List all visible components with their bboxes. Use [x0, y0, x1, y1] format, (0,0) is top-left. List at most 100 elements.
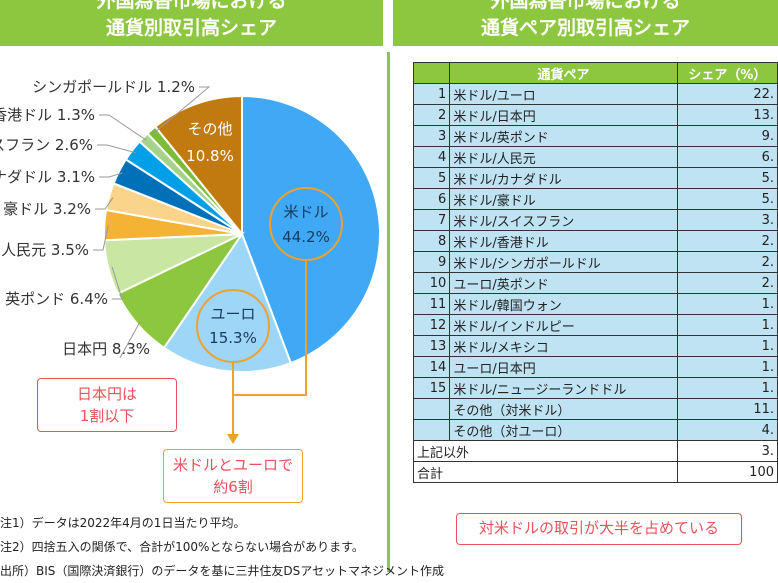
left-title-line1: 外国為替市場における [96, 0, 287, 12]
table-row: 7 米ドル/スイスフラン 3. [412, 209, 778, 231]
table-row: 1 米ドル/ユーロ 22. [412, 83, 778, 105]
row-share: 13. [676, 104, 778, 126]
pie-slice [162, 231, 293, 373]
notes-section: 注1）データは2022年4月の1日当たり平均。 注2）四捨五入の関係で、合計が1… [0, 511, 444, 583]
table-row-total: 合計 100 [413, 461, 778, 483]
row-pair: 米ドル/シンガポールドル [449, 251, 678, 273]
table-row: 15 米ドル/ニュージーランドドル 1. [412, 377, 778, 399]
table-header-pair: 通貨ペア [449, 62, 678, 84]
pie-slice [153, 94, 243, 237]
row-pair: その他（対ユーロ） [449, 419, 678, 441]
leader-line [153, 86, 211, 134]
row-share: 6. [676, 146, 778, 168]
row-number [412, 398, 451, 420]
row-pair: その他（対米ドル） [449, 398, 678, 420]
row-share: 9. [676, 125, 778, 147]
row-pair: 米ドル/豪ドル [449, 188, 678, 210]
pie-slice [241, 94, 381, 365]
table-row: 11 米ドル/韓国ウォン 1. [412, 293, 778, 315]
total-label: 合計 [413, 461, 678, 483]
row-share: 1. [676, 356, 778, 378]
row-pair: 米ドル/ニュージーランドドル [449, 377, 678, 399]
row-pair: 米ドル/韓国ウォン [449, 293, 678, 315]
table-row-other: 上記以外 3. [413, 440, 778, 462]
row-pair: 米ドル/ユーロ [449, 83, 678, 105]
leader-line [97, 144, 136, 154]
row-number [412, 419, 451, 441]
usd-eur-connector-line [232, 260, 307, 396]
row-number: 8 [412, 230, 451, 252]
row-number: 11 [412, 293, 451, 315]
eur-slice-label: ユーロ [210, 305, 255, 323]
row-share: 1. [676, 335, 778, 357]
row-share: 2. [676, 272, 778, 294]
outside-slice-label: 香港ドル 1.3% [0, 106, 95, 124]
table-row: その他（対米ドル） 11. [412, 398, 778, 420]
note-2: 注2）四捨五入の関係で、合計が100%とならない場合があります。 [0, 540, 364, 554]
table-header-no [412, 62, 451, 84]
row-number: 4 [412, 146, 451, 168]
left-title-line2: 通貨別取引高シェア [105, 17, 277, 39]
table-row: 9 米ドル/シンガポールドル 2. [412, 251, 778, 273]
row-number: 7 [412, 209, 451, 231]
row-pair: ユーロ/英ポンド [449, 272, 678, 294]
usd-eur-callout-box: 米ドルとユーロで 約6割 [163, 449, 303, 503]
table-row: 14 ユーロ/日本円 1. [412, 356, 778, 378]
row-pair: 米ドル/カナダドル [449, 167, 678, 189]
other-slice-label: その他 [187, 120, 232, 138]
right-title-banner: 外国為替市場における 通貨ペア別取引高シェア [393, 0, 778, 46]
leader-line [119, 321, 141, 359]
outside-slice-label: 人民元 3.5% [1, 241, 89, 259]
usd-slice-value: 44.2% [282, 228, 330, 246]
usd-eur-callout-line-1: 米ドルとユーロで [172, 456, 293, 474]
table-row: 8 米ドル/香港ドル 2. [412, 230, 778, 252]
row-number: 3 [412, 125, 451, 147]
row-number: 10 [412, 272, 451, 294]
usd-eur-callout-line-2: 約6割 [213, 478, 253, 496]
other-slice-value: 10.8% [186, 147, 234, 165]
row-share: 4. [676, 419, 778, 441]
table-row: 10 ユーロ/英ポンド 2. [412, 272, 778, 294]
row-share: 2. [676, 230, 778, 252]
left-title-banner: 外国為替市場における 通貨別取引高シェア [0, 0, 383, 46]
row-pair: 米ドル/英ポンド [449, 125, 678, 147]
leader-line [93, 225, 109, 251]
row-pair: 米ドル/インドルピー [449, 314, 678, 336]
row-number: 9 [412, 251, 451, 273]
jpy-callout-line-1: 日本円は [76, 385, 137, 403]
row-share: 1. [676, 314, 778, 336]
usd-slice-label: 米ドル [283, 203, 328, 221]
table-row: 4 米ドル/人民元 6. [412, 146, 778, 168]
green-separator-line [387, 52, 390, 572]
row-share: 3. [676, 209, 778, 231]
table-header-share: シェア（%） [676, 62, 778, 84]
table-row: 3 米ドル/英ポンド 9. [412, 125, 778, 147]
row-pair: 米ドル/人民元 [449, 146, 678, 168]
row-pair: ユーロ/日本円 [449, 356, 678, 378]
row-share: 5. [676, 188, 778, 210]
outside-slice-label: カナダドル 3.1% [0, 168, 95, 186]
eur-slice-value: 15.3% [209, 329, 257, 347]
row-share: 22. [676, 83, 778, 105]
row-share: 1. [676, 293, 778, 315]
table-row: 12 米ドル/インドルピー 1. [412, 314, 778, 336]
outside-slice-label: 豪ドル 3.2% [3, 200, 91, 218]
usd-majority-callout-box: 対米ドルの取引が大半を占めている [456, 513, 742, 545]
callout-arrow-head [227, 434, 239, 444]
row-number: 13 [412, 335, 451, 357]
row-share: 2. [676, 251, 778, 273]
other-label: 上記以外 [413, 440, 678, 462]
outside-slice-label: スイスフラン 2.6% [0, 136, 93, 154]
row-pair: 米ドル/日本円 [449, 104, 678, 126]
row-share: 5. [676, 167, 778, 189]
leader-line [99, 172, 123, 178]
row-number: 2 [412, 104, 451, 126]
outside-slice-label: 日本円 8.3% [62, 340, 150, 358]
row-number: 15 [412, 377, 451, 399]
table-row: 5 米ドル/カナダドル 5. [412, 167, 778, 189]
currency-pair-share-table: 通貨ペア シェア（%） 1 米ドル/ユーロ 22. 2 米ドル/日本円 13. 3 米ドル/英… [412, 62, 778, 483]
row-number: 5 [412, 167, 451, 189]
row-number: 14 [412, 356, 451, 378]
other-share: 3. [676, 440, 778, 462]
row-pair: 米ドル/メキシコ [449, 335, 678, 357]
